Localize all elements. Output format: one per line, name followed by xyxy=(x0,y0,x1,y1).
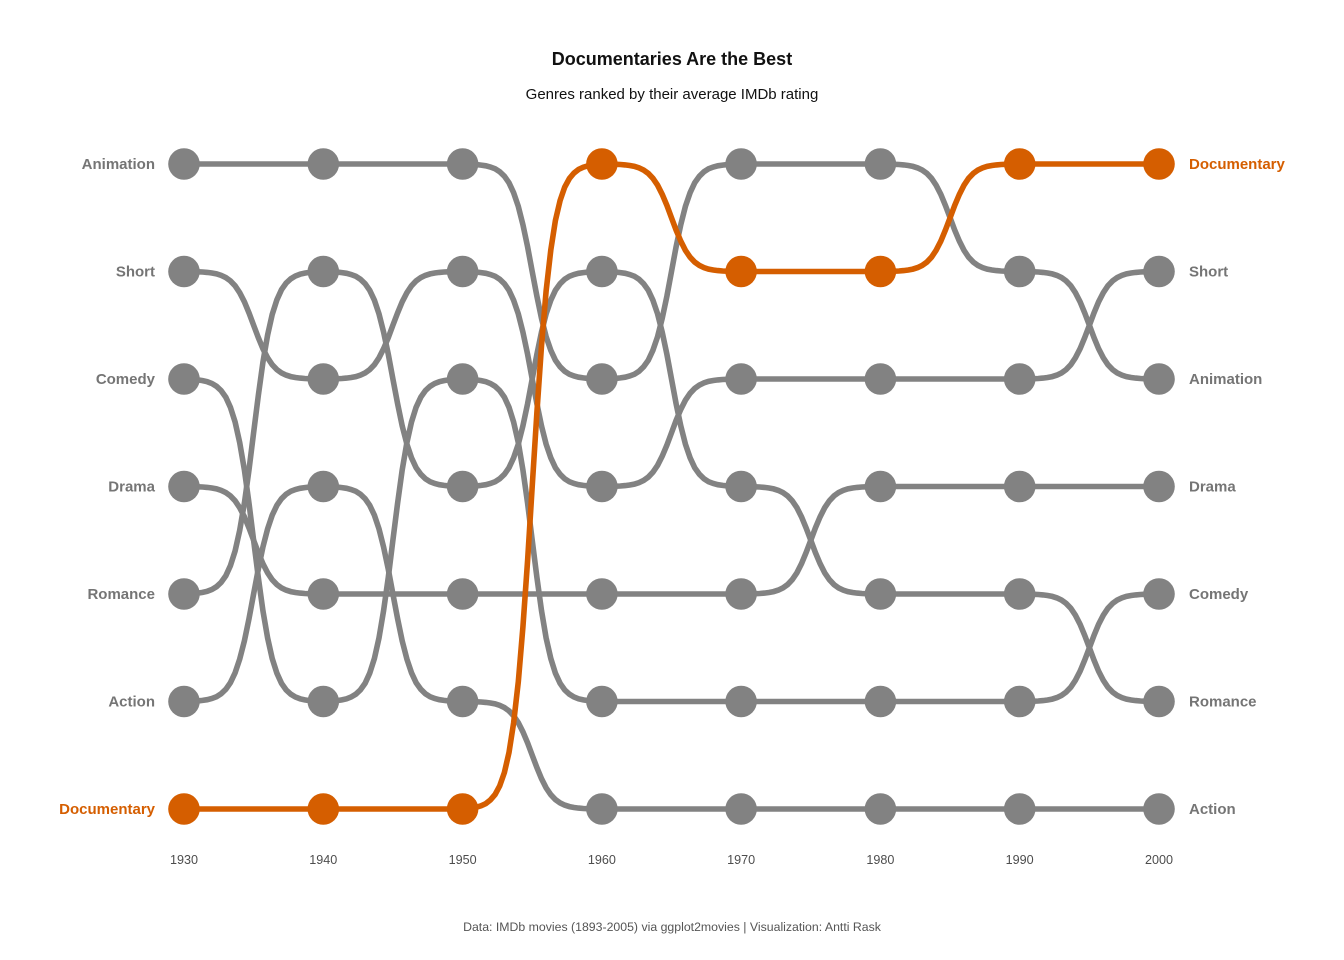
svg-text:Short: Short xyxy=(116,264,155,281)
svg-text:Action: Action xyxy=(108,694,155,711)
svg-text:1980: 1980 xyxy=(866,853,894,867)
svg-text:Romance: Romance xyxy=(1189,694,1257,711)
svg-text:Animation: Animation xyxy=(1189,371,1262,388)
svg-text:1970: 1970 xyxy=(727,853,755,867)
svg-text:1950: 1950 xyxy=(449,853,477,867)
svg-text:Data: IMDb movies (1893-2005): Data: IMDb movies (1893-2005) via ggplot… xyxy=(463,920,882,934)
svg-text:Drama: Drama xyxy=(1189,479,1236,496)
svg-text:1940: 1940 xyxy=(309,853,337,867)
svg-text:Short: Short xyxy=(1189,264,1228,281)
svg-text:2000: 2000 xyxy=(1145,853,1173,867)
svg-text:Comedy: Comedy xyxy=(96,371,156,388)
svg-text:Comedy: Comedy xyxy=(1189,586,1249,603)
svg-text:Animation: Animation xyxy=(82,156,155,173)
svg-text:1930: 1930 xyxy=(170,853,198,867)
svg-text:Genres ranked by their average: Genres ranked by their average IMDb rati… xyxy=(526,86,819,103)
svg-text:Documentary: Documentary xyxy=(1189,156,1286,173)
svg-text:1960: 1960 xyxy=(588,853,616,867)
svg-text:Action: Action xyxy=(1189,801,1236,818)
svg-text:Documentaries Are the Best: Documentaries Are the Best xyxy=(552,49,792,69)
svg-text:Drama: Drama xyxy=(108,479,155,496)
svg-text:Documentary: Documentary xyxy=(59,801,156,818)
svg-text:Romance: Romance xyxy=(87,586,155,603)
svg-text:1990: 1990 xyxy=(1006,853,1034,867)
